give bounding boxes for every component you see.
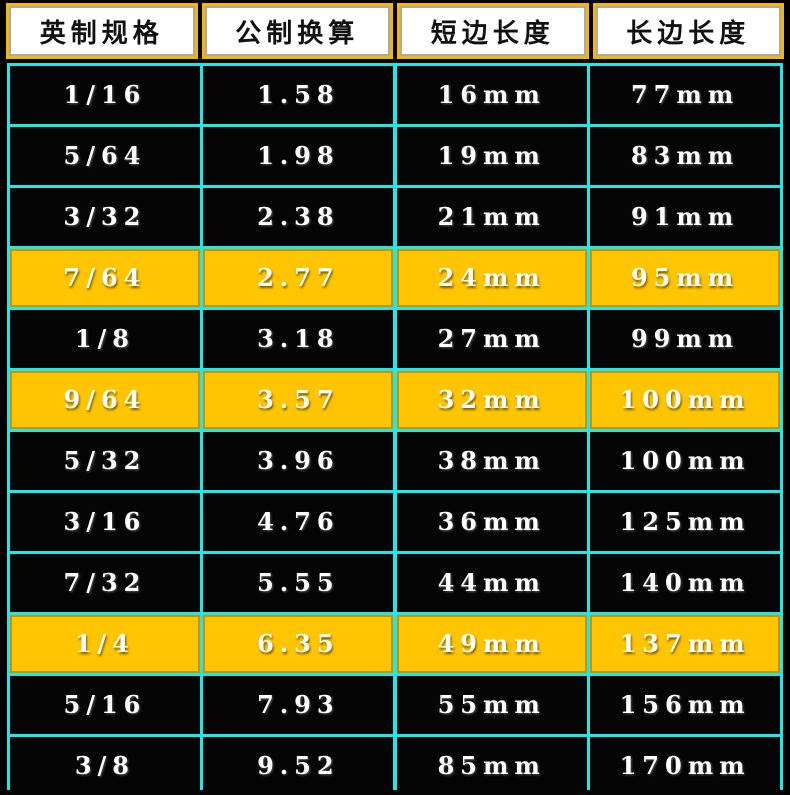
cell-metric-conversion: 7.93 bbox=[203, 676, 394, 734]
cell-long-side-length: 100mm bbox=[590, 432, 780, 490]
cell-short-side-length: 27mm bbox=[396, 310, 587, 368]
cell-imperial-size: 1/4 bbox=[10, 615, 200, 673]
cell-short-side-length: 21mm bbox=[396, 188, 587, 246]
cell-short-side-length: 36mm bbox=[396, 493, 587, 551]
cell-metric-conversion: 1.98 bbox=[203, 127, 394, 185]
cell-metric-conversion: 9.52 bbox=[203, 737, 394, 795]
cell-metric-conversion: 4.76 bbox=[203, 493, 394, 551]
cell-short-side-length: 38mm bbox=[396, 432, 587, 490]
cell-long-side-length: 91mm bbox=[590, 188, 780, 246]
cell-long-side-length: 137mm bbox=[590, 615, 780, 673]
cell-long-side-length: 100mm bbox=[590, 371, 780, 429]
cell-long-side-length: 156mm bbox=[590, 676, 780, 734]
cell-metric-conversion: 2.38 bbox=[203, 188, 394, 246]
cell-imperial-size: 7/32 bbox=[10, 554, 200, 612]
size-table: 1/16 1.58 16mm 77mm 5/64 1.98 19mm 83mm 3/32 2.38… bbox=[7, 63, 783, 795]
cell-imperial-size: 3/16 bbox=[10, 493, 200, 551]
cell-long-side-length: 125mm bbox=[590, 493, 780, 551]
cell-metric-conversion: 6.35 bbox=[203, 615, 394, 673]
cell-long-side-length: 83mm bbox=[590, 127, 780, 185]
cell-long-side-length: 170mm bbox=[590, 737, 780, 795]
cell-metric-conversion: 1.58 bbox=[203, 66, 394, 124]
cell-short-side-length: 55mm bbox=[396, 676, 587, 734]
cell-short-side-length: 32mm bbox=[396, 371, 587, 429]
cell-short-side-length: 44mm bbox=[396, 554, 587, 612]
cell-long-side-length: 99mm bbox=[590, 310, 780, 368]
cell-long-side-length: 95mm bbox=[590, 249, 780, 307]
header-long-side-length: 长边长度 bbox=[592, 3, 784, 59]
cell-metric-conversion: 3.96 bbox=[203, 432, 394, 490]
cell-metric-conversion: 3.18 bbox=[203, 310, 394, 368]
cell-imperial-size: 3/32 bbox=[10, 188, 200, 246]
cell-short-side-length: 24mm bbox=[396, 249, 587, 307]
cell-long-side-length: 77mm bbox=[590, 66, 780, 124]
cell-imperial-size: 5/32 bbox=[10, 432, 200, 490]
header-short-side-length: 短边长度 bbox=[397, 3, 589, 59]
cell-metric-conversion: 5.55 bbox=[203, 554, 394, 612]
header-imperial-size: 英制规格 bbox=[6, 3, 198, 59]
cell-imperial-size: 1/16 bbox=[10, 66, 200, 124]
cell-imperial-size: 7/64 bbox=[10, 249, 200, 307]
cell-short-side-length: 19mm bbox=[396, 127, 587, 185]
cell-short-side-length: 49mm bbox=[396, 615, 587, 673]
header-metric-conversion: 公制换算 bbox=[201, 3, 393, 59]
cell-imperial-size: 5/16 bbox=[10, 676, 200, 734]
cell-short-side-length: 85mm bbox=[396, 737, 587, 795]
table-header: 英制规格 公制换算 短边长度 长边长度 bbox=[6, 3, 784, 59]
cell-metric-conversion: 3.57 bbox=[203, 371, 394, 429]
cell-metric-conversion: 2.77 bbox=[203, 249, 394, 307]
cell-imperial-size: 1/8 bbox=[10, 310, 200, 368]
cell-imperial-size: 5/64 bbox=[10, 127, 200, 185]
cell-long-side-length: 140mm bbox=[590, 554, 780, 612]
cell-short-side-length: 16mm bbox=[396, 66, 587, 124]
cell-imperial-size: 3/8 bbox=[10, 737, 200, 795]
cell-imperial-size: 9/64 bbox=[10, 371, 200, 429]
